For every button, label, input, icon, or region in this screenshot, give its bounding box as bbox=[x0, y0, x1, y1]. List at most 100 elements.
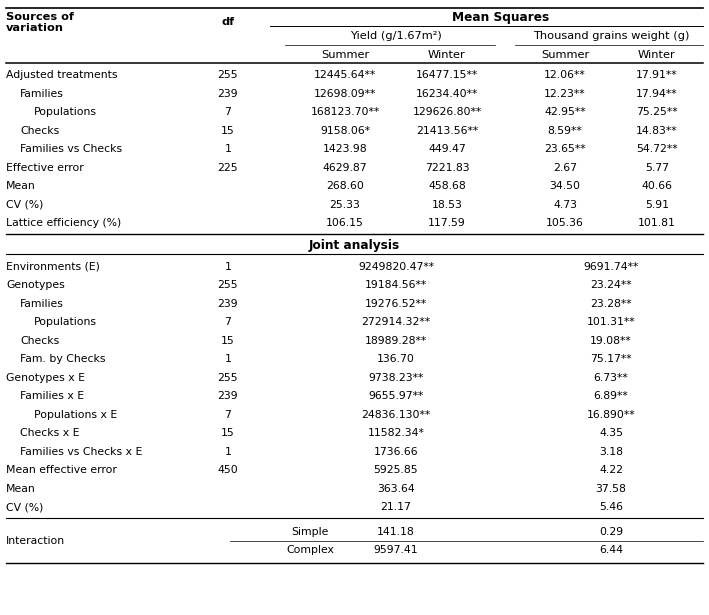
Text: Thousand grains weight (g): Thousand grains weight (g) bbox=[532, 31, 689, 41]
Text: 1: 1 bbox=[225, 144, 231, 154]
Text: 23.24**: 23.24** bbox=[590, 280, 632, 290]
Text: Families: Families bbox=[20, 89, 64, 98]
Text: 42.95**: 42.95** bbox=[545, 107, 586, 117]
Text: Populations: Populations bbox=[34, 317, 97, 327]
Text: 363.64: 363.64 bbox=[377, 483, 415, 493]
Text: Mean: Mean bbox=[6, 483, 35, 493]
Text: 2.67: 2.67 bbox=[553, 162, 577, 173]
Text: Complex: Complex bbox=[286, 546, 334, 555]
Text: 117.59: 117.59 bbox=[428, 218, 466, 228]
Text: 16.890**: 16.890** bbox=[586, 410, 635, 419]
Text: 15: 15 bbox=[221, 428, 235, 438]
Text: Lattice efficiency (%): Lattice efficiency (%) bbox=[6, 218, 121, 228]
Text: 54.72**: 54.72** bbox=[636, 144, 678, 154]
Text: Checks: Checks bbox=[20, 125, 60, 135]
Text: 7: 7 bbox=[225, 410, 231, 419]
Text: 6.44: 6.44 bbox=[599, 546, 623, 555]
Text: 11582.34*: 11582.34* bbox=[367, 428, 425, 438]
Text: 255: 255 bbox=[218, 280, 238, 290]
Text: 7221.83: 7221.83 bbox=[425, 162, 469, 173]
Text: Environments (E): Environments (E) bbox=[6, 261, 100, 271]
Text: 19184.56**: 19184.56** bbox=[365, 280, 427, 290]
Text: 449.47: 449.47 bbox=[428, 144, 466, 154]
Text: 1736.66: 1736.66 bbox=[374, 446, 418, 456]
Text: Families vs Checks: Families vs Checks bbox=[20, 144, 122, 154]
Text: 5.91: 5.91 bbox=[645, 199, 669, 210]
Text: 15: 15 bbox=[221, 336, 235, 346]
Text: 239: 239 bbox=[218, 298, 238, 309]
Text: Joint analysis: Joint analysis bbox=[308, 239, 400, 252]
Text: 9249820.47**: 9249820.47** bbox=[358, 261, 434, 271]
Text: 6.73**: 6.73** bbox=[593, 373, 628, 383]
Text: 255: 255 bbox=[218, 70, 238, 80]
Text: 1: 1 bbox=[225, 261, 231, 271]
Text: 12.06**: 12.06** bbox=[544, 70, 586, 80]
Text: Checks: Checks bbox=[20, 336, 60, 346]
Text: 101.81: 101.81 bbox=[638, 218, 676, 228]
Text: Mean Squares: Mean Squares bbox=[452, 12, 549, 25]
Text: Winter: Winter bbox=[428, 50, 466, 60]
Text: 5925.85: 5925.85 bbox=[374, 465, 418, 475]
Text: 34.50: 34.50 bbox=[549, 181, 581, 191]
Text: 37.58: 37.58 bbox=[596, 483, 627, 493]
Text: Summer: Summer bbox=[541, 50, 589, 60]
Text: 450: 450 bbox=[218, 465, 238, 475]
Text: 9738.23**: 9738.23** bbox=[368, 373, 424, 383]
Text: 23.65**: 23.65** bbox=[545, 144, 586, 154]
Text: variation: variation bbox=[6, 23, 64, 33]
Text: 23.28**: 23.28** bbox=[590, 298, 632, 309]
Text: Families x E: Families x E bbox=[20, 391, 84, 401]
Text: 4.73: 4.73 bbox=[553, 199, 577, 210]
Text: 6.89**: 6.89** bbox=[593, 391, 628, 401]
Text: Families vs Checks x E: Families vs Checks x E bbox=[20, 446, 143, 456]
Text: 5.77: 5.77 bbox=[645, 162, 669, 173]
Text: 5.46: 5.46 bbox=[599, 502, 623, 512]
Text: 7: 7 bbox=[225, 317, 231, 327]
Text: 168123.70**: 168123.70** bbox=[311, 107, 379, 117]
Text: 9691.74**: 9691.74** bbox=[584, 261, 639, 271]
Text: 12698.09**: 12698.09** bbox=[314, 89, 376, 98]
Text: Summer: Summer bbox=[321, 50, 369, 60]
Text: 75.25**: 75.25** bbox=[636, 107, 678, 117]
Text: 25.33: 25.33 bbox=[330, 199, 360, 210]
Text: Yield (g/1.67m²): Yield (g/1.67m²) bbox=[350, 31, 442, 41]
Text: 16477.15**: 16477.15** bbox=[416, 70, 478, 80]
Text: 9597.41: 9597.41 bbox=[374, 546, 418, 555]
Text: 12445.64**: 12445.64** bbox=[314, 70, 376, 80]
Text: 4.22: 4.22 bbox=[599, 465, 623, 475]
Text: 3.18: 3.18 bbox=[599, 446, 623, 456]
Text: Winter: Winter bbox=[638, 50, 676, 60]
Text: 14.83**: 14.83** bbox=[636, 125, 678, 135]
Text: Interaction: Interaction bbox=[6, 536, 65, 546]
Text: Fam. by Checks: Fam. by Checks bbox=[20, 354, 106, 364]
Text: 458.68: 458.68 bbox=[428, 181, 466, 191]
Text: Effective error: Effective error bbox=[6, 162, 84, 173]
Text: 141.18: 141.18 bbox=[377, 527, 415, 537]
Text: 75.17**: 75.17** bbox=[590, 354, 632, 364]
Text: 7: 7 bbox=[225, 107, 231, 117]
Text: 19276.52**: 19276.52** bbox=[365, 298, 427, 309]
Text: Sources of: Sources of bbox=[6, 12, 74, 22]
Text: 12.23**: 12.23** bbox=[545, 89, 586, 98]
Text: Mean effective error: Mean effective error bbox=[6, 465, 117, 475]
Text: 1: 1 bbox=[225, 446, 231, 456]
Text: CV (%): CV (%) bbox=[6, 199, 43, 210]
Text: Populations: Populations bbox=[34, 107, 97, 117]
Text: 8.59**: 8.59** bbox=[547, 125, 582, 135]
Text: 21.17: 21.17 bbox=[381, 502, 411, 512]
Text: 239: 239 bbox=[218, 391, 238, 401]
Text: Checks x E: Checks x E bbox=[20, 428, 79, 438]
Text: 17.91**: 17.91** bbox=[636, 70, 678, 80]
Text: 9655.97**: 9655.97** bbox=[368, 391, 424, 401]
Text: Genotypes x E: Genotypes x E bbox=[6, 373, 85, 383]
Text: 9158.06*: 9158.06* bbox=[320, 125, 370, 135]
Text: Adjusted treatments: Adjusted treatments bbox=[6, 70, 118, 80]
Text: 239: 239 bbox=[218, 89, 238, 98]
Text: 4.35: 4.35 bbox=[599, 428, 623, 438]
Text: Families: Families bbox=[20, 298, 64, 309]
Text: 1423.98: 1423.98 bbox=[323, 144, 367, 154]
Text: 15: 15 bbox=[221, 125, 235, 135]
Text: 105.36: 105.36 bbox=[546, 218, 584, 228]
Text: 136.70: 136.70 bbox=[377, 354, 415, 364]
Text: 129626.80**: 129626.80** bbox=[413, 107, 481, 117]
